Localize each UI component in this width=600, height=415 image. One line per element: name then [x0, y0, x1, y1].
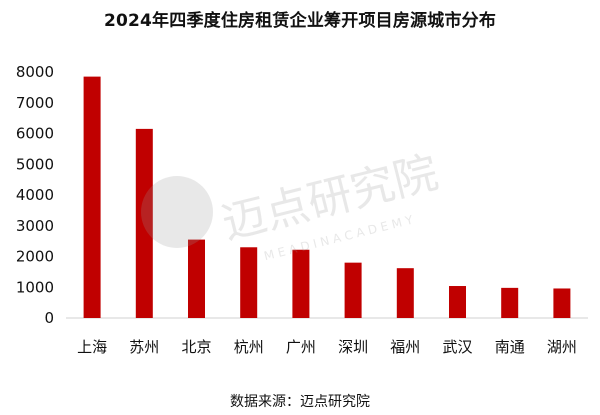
y-tick-label: 7000	[16, 94, 54, 112]
y-tick-label: 2000	[16, 248, 54, 266]
x-tick-label: 苏州	[129, 338, 159, 356]
y-tick-label: 3000	[16, 217, 54, 235]
chart-title: 2024年四季度住房租赁企业筹开项目房源城市分布	[103, 11, 497, 31]
bar-7	[449, 286, 466, 318]
x-tick-label: 武汉	[442, 338, 472, 356]
x-tick-label: 广州	[286, 338, 316, 356]
x-tick-label: 福州	[390, 338, 420, 356]
x-tick-label: 南通	[495, 338, 525, 356]
bar-6	[396, 268, 414, 318]
x-tick-label: 北京	[181, 338, 211, 356]
bar-3	[240, 247, 258, 318]
x-tick-label: 上海	[77, 338, 107, 356]
bar-9	[553, 288, 571, 318]
bar-4	[292, 249, 310, 318]
x-tick-labels: 上海 苏州 北京 杭州 广州 深圳 福州 武汉 南通 湖州	[77, 338, 577, 356]
x-tick-label: 深圳	[338, 338, 368, 356]
y-tick-label: 8000	[16, 63, 54, 81]
data-source-note: 数据来源：迈点研究院	[230, 394, 370, 410]
y-tick-label: 1000	[16, 278, 54, 296]
y-tick-label: 0	[44, 309, 54, 327]
bar-5	[344, 262, 362, 318]
y-tick-label: 4000	[16, 186, 54, 204]
x-tick-label: 湖州	[547, 338, 577, 356]
bar-1	[135, 128, 153, 318]
bar-8	[501, 287, 519, 318]
x-tick-label: 杭州	[234, 338, 264, 356]
y-tick-label: 6000	[16, 125, 54, 143]
y-tick-labels: 0 1000 2000 3000 4000 5000 6000 7000 8000	[16, 63, 54, 327]
bar-0	[83, 76, 101, 318]
bar-2	[188, 239, 205, 318]
y-tick-label: 5000	[16, 155, 54, 173]
bars	[83, 76, 571, 318]
